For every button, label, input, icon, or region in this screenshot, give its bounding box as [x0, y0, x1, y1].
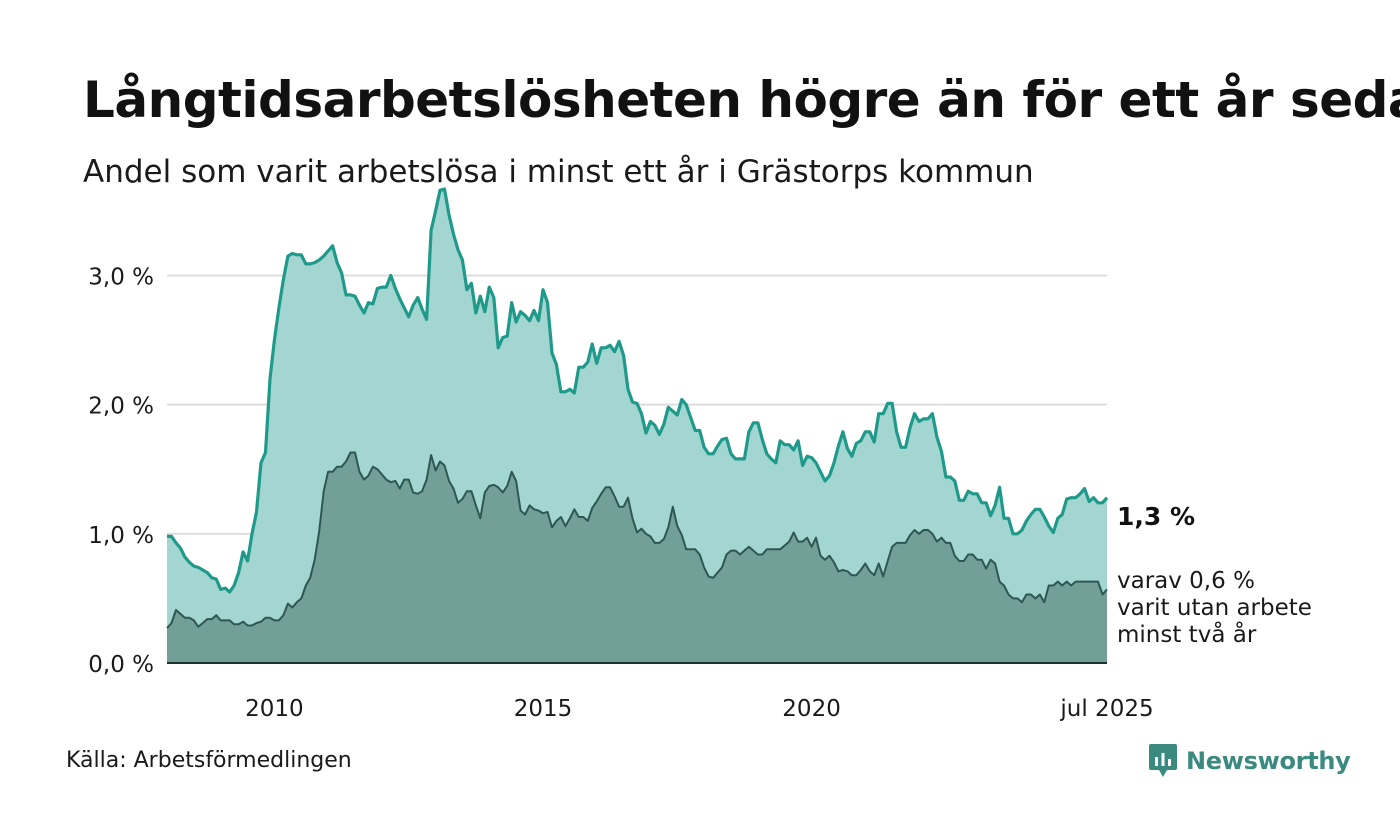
x-tick-label: jul 2025: [1059, 696, 1153, 722]
series-2-line: [166, 451, 1108, 629]
series-2-area: [167, 452, 1107, 663]
source-text: Källa: Arbetsförmedlingen: [66, 748, 352, 773]
series-1-line: [167, 187, 1109, 594]
y-tick-label: 3,0 %: [88, 265, 154, 291]
newsworthy-logo-text: Newsworthy: [1186, 747, 1351, 775]
y-tick-label: 2,0 %: [88, 394, 154, 420]
y-axis: 0,0 % 1,0 % 2,0 % 3,0 %: [88, 265, 154, 679]
series-2-end-label: varav 0,6 %: [1117, 568, 1255, 594]
series-2-end-label: varit utan arbete: [1117, 595, 1312, 621]
x-tick-label: 2010: [245, 696, 304, 722]
y-tick-label: 0,0 %: [88, 652, 154, 678]
x-axis: 2010 2015 2020 jul 2025: [245, 696, 1153, 722]
series-2-end-label: minst två år: [1117, 620, 1257, 648]
x-tick-label: 2020: [782, 696, 841, 722]
x-tick-label: 2015: [514, 696, 573, 722]
chart-title: Långtidsarbetslösheten högre än för ett …: [83, 71, 1400, 129]
newsworthy-logo: Newsworthy: [1149, 744, 1351, 778]
series-1-end-label: 1,3 %: [1117, 502, 1195, 531]
y-tick-label: 1,0 %: [88, 523, 154, 549]
area-layer: [166, 187, 1109, 664]
newsworthy-logo-icon: [1149, 744, 1177, 777]
chart-subtitle: Andel som varit arbetslösa i minst ett å…: [83, 154, 1034, 190]
